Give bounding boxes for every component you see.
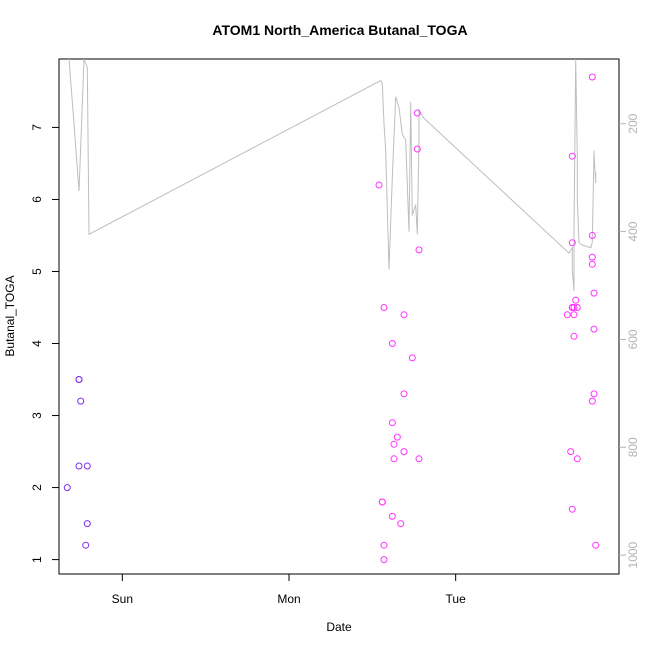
y-axis: 1 2 3 4 5 6 7 [30, 124, 59, 563]
data-point [590, 325, 598, 333]
line-layer [68, 59, 597, 291]
data-point [378, 498, 386, 506]
y-tick-label: 3 [30, 412, 44, 419]
data-point [415, 455, 423, 463]
data-point [400, 448, 408, 456]
data-point [388, 419, 396, 427]
data-point [397, 520, 405, 528]
x-tick-label: Tue [446, 592, 467, 606]
data-point [573, 455, 581, 463]
data-point [400, 390, 408, 398]
right-tick-label: 400 [626, 221, 640, 241]
x-tick-label: Mon [277, 592, 300, 606]
x-axis: Sun Mon Tue [112, 574, 466, 606]
data-point [413, 109, 421, 117]
data-point [77, 397, 85, 405]
points-layer [63, 73, 600, 564]
data-point [388, 512, 396, 520]
data-point [573, 304, 581, 311]
right-axis: 200 400 600 800 1000 [619, 113, 640, 568]
y-tick-label: 6 [30, 196, 44, 203]
data-point [408, 354, 416, 362]
data-point [390, 440, 398, 448]
data-point [588, 253, 596, 261]
data-point [572, 296, 580, 304]
data-point [588, 73, 596, 81]
data-point [568, 505, 576, 513]
data-point [415, 246, 423, 254]
data-point [563, 311, 571, 319]
data-point [388, 340, 396, 347]
chart-title: ATOM1 North_America Butanal_TOGA [212, 22, 467, 38]
data-point [380, 541, 388, 549]
y-tick-label: 2 [30, 484, 44, 491]
y-tick-label: 4 [30, 340, 44, 347]
data-point [588, 260, 596, 268]
x-tick-label: Sun [112, 592, 133, 606]
data-point [75, 462, 83, 470]
right-tick-label: 800 [626, 437, 640, 457]
data-point [380, 556, 388, 564]
data-point [75, 376, 83, 383]
x-axis-label: Date [326, 620, 352, 634]
right-tick-label: 600 [626, 329, 640, 349]
data-point [567, 448, 575, 456]
y-axis-label: Butanal_TOGA [3, 275, 17, 356]
data-point [83, 462, 91, 470]
data-point [588, 232, 596, 239]
data-point [590, 390, 598, 398]
data-point [82, 541, 90, 549]
data-point [570, 311, 578, 319]
data-point [400, 311, 408, 319]
series-line [68, 59, 597, 291]
data-point [592, 541, 600, 549]
data-point [568, 152, 576, 160]
data-point [568, 239, 576, 247]
data-point [390, 455, 398, 463]
y-tick-label: 1 [30, 556, 44, 563]
data-point [588, 397, 596, 405]
data-point [380, 304, 388, 311]
data-point [393, 433, 401, 441]
plot-frame [58, 58, 620, 575]
data-point [590, 289, 598, 297]
data-point [63, 484, 71, 492]
data-point [413, 145, 421, 153]
data-point [83, 520, 91, 528]
data-point [375, 181, 383, 189]
right-tick-label: 200 [626, 113, 640, 133]
y-tick-label: 5 [30, 268, 44, 275]
y-tick-label: 7 [30, 124, 44, 131]
data-point [570, 332, 578, 340]
data-point [568, 304, 576, 311]
right-tick-label: 1000 [626, 541, 640, 568]
